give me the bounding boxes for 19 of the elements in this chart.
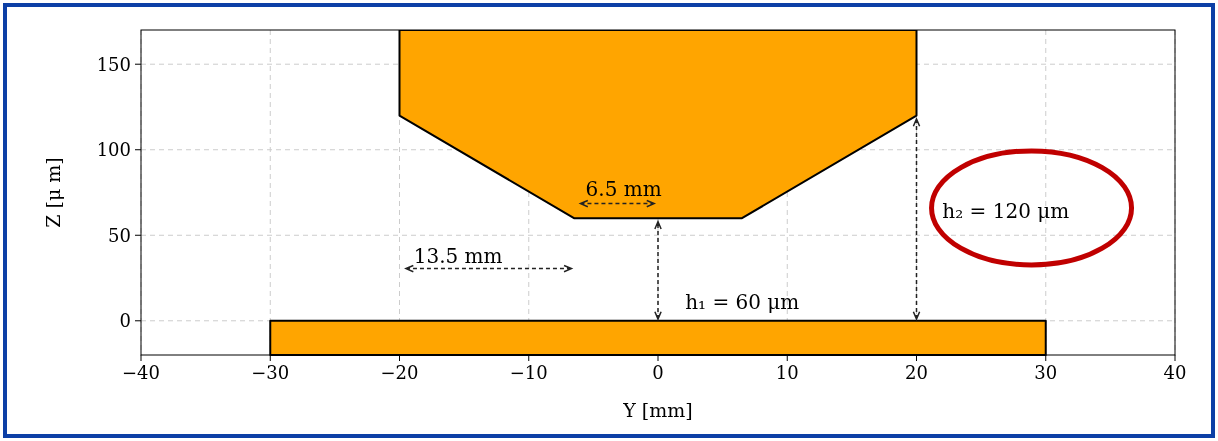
x-tick-label: 40 (1163, 362, 1187, 383)
x-tick-label: 20 (905, 362, 928, 383)
x-tick-label: 30 (1034, 362, 1058, 383)
y-axis-title: Z [μ m] (42, 157, 64, 228)
annotation: h₂ = 120 μm (942, 199, 1070, 224)
annotation: 6.5 mm (585, 176, 662, 201)
x-tick-label: 0 (652, 362, 664, 383)
x-tick-label: 10 (775, 362, 799, 383)
annotation: h₁ = 60 μm (685, 289, 800, 314)
y-tick-label: 50 (108, 224, 131, 246)
x-tick-label: −20 (380, 362, 419, 383)
x-tick-label: −40 (122, 362, 160, 383)
x-tick-label: −10 (509, 362, 548, 383)
annotation: 13.5 mm (413, 243, 503, 268)
y-tick-label: 100 (96, 139, 131, 161)
x-axis-title: Y [mm] (622, 399, 693, 421)
x-tick-label: −30 (251, 362, 290, 383)
y-tick-label: 0 (119, 310, 131, 332)
y-tick-label: 150 (96, 53, 131, 75)
